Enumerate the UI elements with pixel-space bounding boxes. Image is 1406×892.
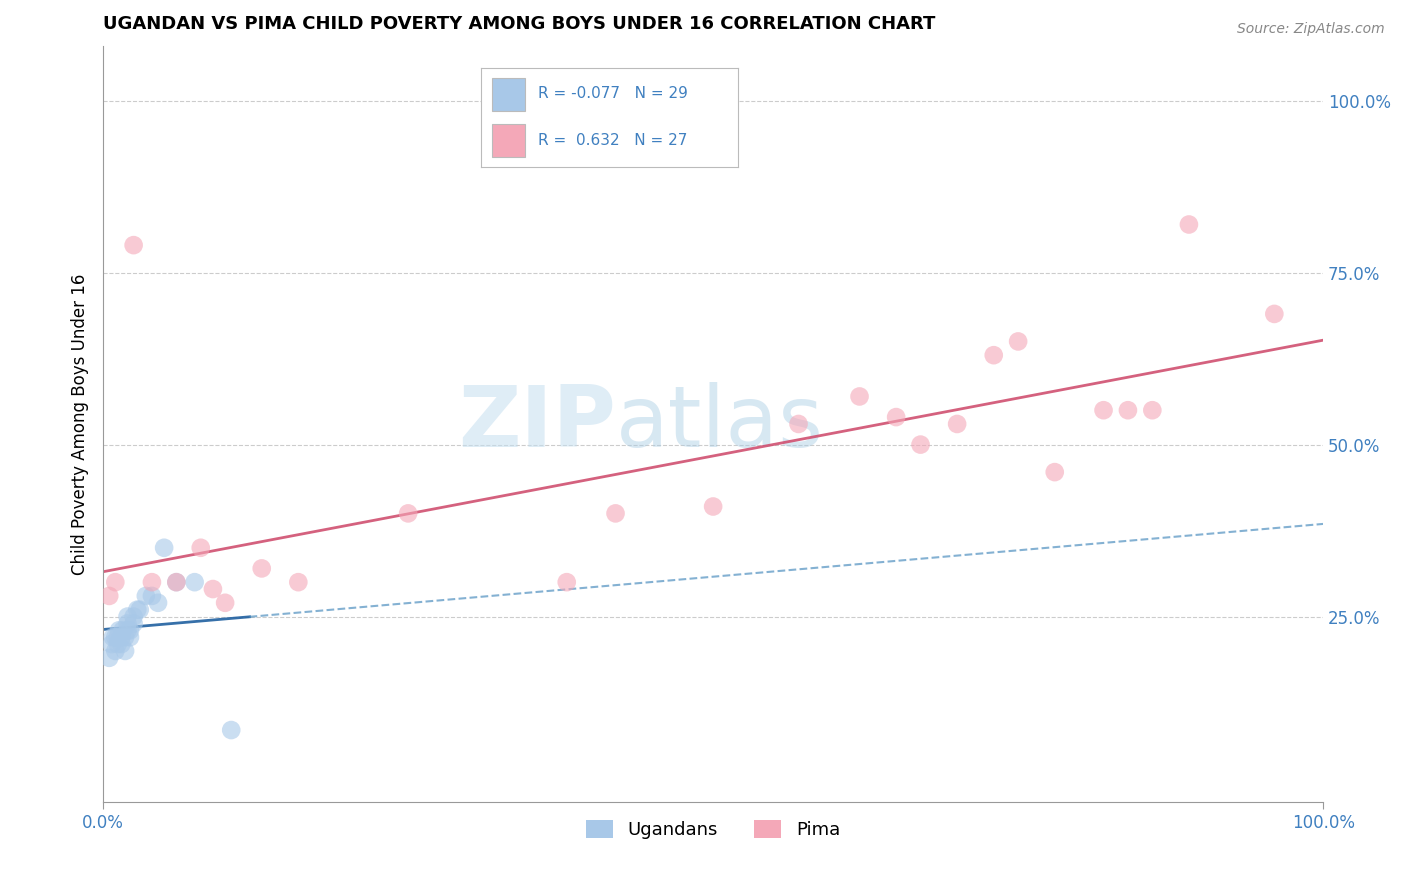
Point	[107, 630, 129, 644]
Point	[104, 630, 127, 644]
Point	[98, 589, 121, 603]
Text: ZIP: ZIP	[458, 383, 616, 466]
Point	[1092, 403, 1115, 417]
Point	[1263, 307, 1285, 321]
Point	[141, 589, 163, 603]
Point	[555, 575, 578, 590]
Point	[110, 637, 132, 651]
Text: Source: ZipAtlas.com: Source: ZipAtlas.com	[1237, 22, 1385, 37]
Point	[848, 389, 870, 403]
Text: atlas: atlas	[616, 383, 824, 466]
Point	[219, 723, 242, 737]
Point	[1116, 403, 1139, 417]
Point	[117, 616, 139, 631]
Point	[183, 575, 205, 590]
Point	[100, 637, 122, 651]
Point	[884, 410, 907, 425]
Point	[122, 616, 145, 631]
Point	[787, 417, 810, 431]
Point	[122, 238, 145, 252]
Point	[153, 541, 176, 555]
Point	[165, 575, 187, 590]
Point	[141, 575, 163, 590]
Point	[190, 541, 212, 555]
Point	[101, 630, 124, 644]
Point	[214, 596, 236, 610]
Point	[135, 589, 157, 603]
Point	[118, 630, 141, 644]
Point	[118, 624, 141, 638]
Y-axis label: Child Poverty Among Boys Under 16: Child Poverty Among Boys Under 16	[72, 273, 89, 574]
Point	[117, 624, 139, 638]
Point	[396, 507, 419, 521]
Point	[128, 602, 150, 616]
Point	[108, 624, 131, 638]
Point	[287, 575, 309, 590]
Point	[165, 575, 187, 590]
Point	[250, 561, 273, 575]
Point	[946, 417, 969, 431]
Point	[127, 602, 149, 616]
Point	[702, 500, 724, 514]
Point	[104, 575, 127, 590]
Point	[1043, 465, 1066, 479]
Point	[146, 596, 169, 610]
Point	[201, 582, 224, 596]
Point	[910, 437, 932, 451]
Point	[107, 637, 129, 651]
Point	[122, 609, 145, 624]
Point	[114, 630, 136, 644]
Legend: Ugandans, Pima: Ugandans, Pima	[579, 813, 848, 847]
Point	[983, 348, 1005, 362]
Point	[111, 624, 134, 638]
Point	[1142, 403, 1164, 417]
Point	[98, 650, 121, 665]
Text: UGANDAN VS PIMA CHILD POVERTY AMONG BOYS UNDER 16 CORRELATION CHART: UGANDAN VS PIMA CHILD POVERTY AMONG BOYS…	[103, 15, 935, 33]
Point	[1007, 334, 1029, 349]
Point	[1178, 218, 1201, 232]
Point	[605, 507, 627, 521]
Point	[110, 630, 132, 644]
Point	[117, 609, 139, 624]
Point	[114, 644, 136, 658]
Point	[104, 644, 127, 658]
